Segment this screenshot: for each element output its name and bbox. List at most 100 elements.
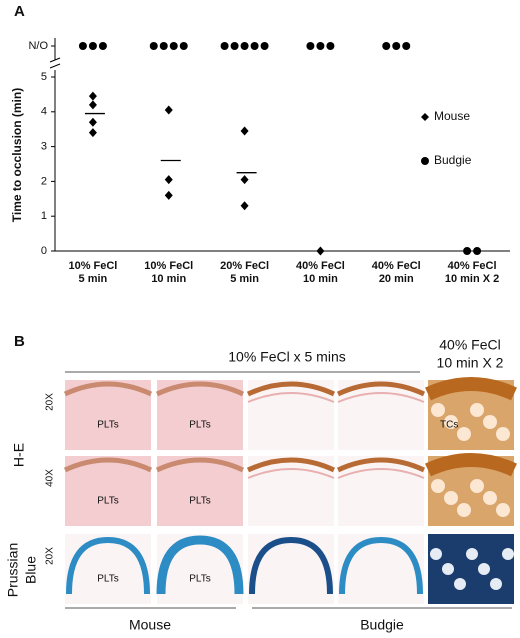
point — [164, 105, 173, 115]
point — [169, 42, 178, 50]
tissue — [483, 415, 497, 429]
image-bg — [248, 380, 334, 450]
image-label: TCs — [440, 420, 458, 431]
y-tick-label: 1 — [41, 210, 47, 222]
legend-label: Mouse — [434, 109, 470, 123]
x-tick-label: 5 min — [230, 273, 259, 285]
tissue — [156, 535, 244, 595]
point — [306, 42, 315, 50]
image-label: PLTs — [189, 496, 211, 507]
tissue — [457, 503, 471, 517]
tissue — [425, 377, 517, 401]
tissue — [339, 536, 423, 595]
image-bg — [65, 456, 151, 526]
point — [392, 42, 401, 50]
image-bg — [338, 456, 424, 526]
image-bg — [65, 534, 151, 604]
x-tick-label: 20 min — [379, 273, 414, 285]
point — [230, 42, 239, 50]
point — [240, 42, 249, 50]
micrograph — [425, 377, 517, 450]
tissue — [496, 427, 510, 441]
point — [149, 42, 158, 50]
micrograph — [63, 456, 153, 526]
image-bg — [157, 380, 243, 450]
point — [88, 117, 97, 127]
point — [164, 175, 173, 185]
x-tick-label: 20% FeCl — [220, 260, 269, 272]
micrograph — [248, 534, 334, 604]
tissue — [155, 457, 245, 473]
tissue — [431, 479, 445, 493]
point — [164, 190, 173, 200]
right-title: 40% FeCl — [439, 337, 500, 353]
tissue — [66, 536, 150, 595]
tissue — [478, 563, 490, 575]
tissue — [155, 381, 245, 397]
tissue — [442, 563, 454, 575]
tissue — [425, 453, 517, 477]
image-bg — [157, 456, 243, 526]
magnification-label: 40X — [45, 469, 56, 487]
point — [463, 247, 472, 255]
point — [88, 100, 97, 110]
axis-break — [49, 63, 61, 69]
group-label: Mouse — [129, 617, 171, 633]
point — [402, 42, 411, 50]
x-tick-label: 10% FeCl — [144, 260, 193, 272]
micrograph — [155, 456, 245, 526]
tissue — [454, 578, 466, 590]
point — [240, 201, 249, 211]
point — [382, 42, 391, 50]
tissue — [337, 392, 425, 403]
stain-label: Prussian — [5, 543, 21, 597]
image-label: PLTs — [97, 420, 119, 431]
point — [316, 246, 325, 256]
point — [78, 42, 87, 50]
tissue — [490, 578, 502, 590]
micrograph — [425, 453, 517, 526]
y-tick-label: 3 — [41, 141, 47, 153]
stain-label: Blue — [23, 556, 39, 584]
point — [326, 42, 335, 50]
micrograph — [63, 380, 153, 450]
magnification-label: 20X — [45, 547, 56, 565]
right-title: 10 min X 2 — [437, 355, 504, 371]
tissue — [466, 548, 478, 560]
tissue — [430, 548, 442, 560]
micrograph — [155, 380, 245, 450]
legend-marker — [421, 157, 429, 165]
tissue — [428, 534, 514, 604]
y-tick-label: 2 — [41, 175, 47, 187]
tissue — [444, 491, 458, 505]
x-tick-label: 5 min — [79, 273, 108, 285]
x-tick-label: 10 min — [151, 273, 186, 285]
y-tick-label: 5 — [41, 71, 47, 83]
micrograph — [428, 534, 514, 604]
y-tick-label: 0 — [41, 245, 47, 257]
x-tick-label: 40% FeCl — [372, 260, 421, 272]
panel-label: B — [14, 333, 25, 350]
tissue — [63, 457, 153, 473]
micrograph — [246, 380, 336, 450]
tissue — [444, 415, 458, 429]
tissue — [502, 548, 514, 560]
tissue — [457, 427, 471, 441]
tissue — [63, 381, 153, 397]
micrograph — [156, 534, 244, 604]
image-bg — [248, 534, 334, 604]
image-bg — [248, 456, 334, 526]
image-bg — [338, 380, 424, 450]
axis-break — [49, 57, 61, 63]
x-tick-label: 10 min X 2 — [445, 273, 499, 285]
micrograph — [338, 534, 424, 604]
tissue — [470, 479, 484, 493]
micrograph — [336, 380, 426, 450]
tissue — [483, 491, 497, 505]
point — [473, 247, 482, 255]
point — [316, 42, 325, 50]
point — [240, 126, 249, 136]
point — [88, 91, 97, 101]
point — [98, 42, 107, 50]
x-tick-label: 40% FeCl — [296, 260, 345, 272]
